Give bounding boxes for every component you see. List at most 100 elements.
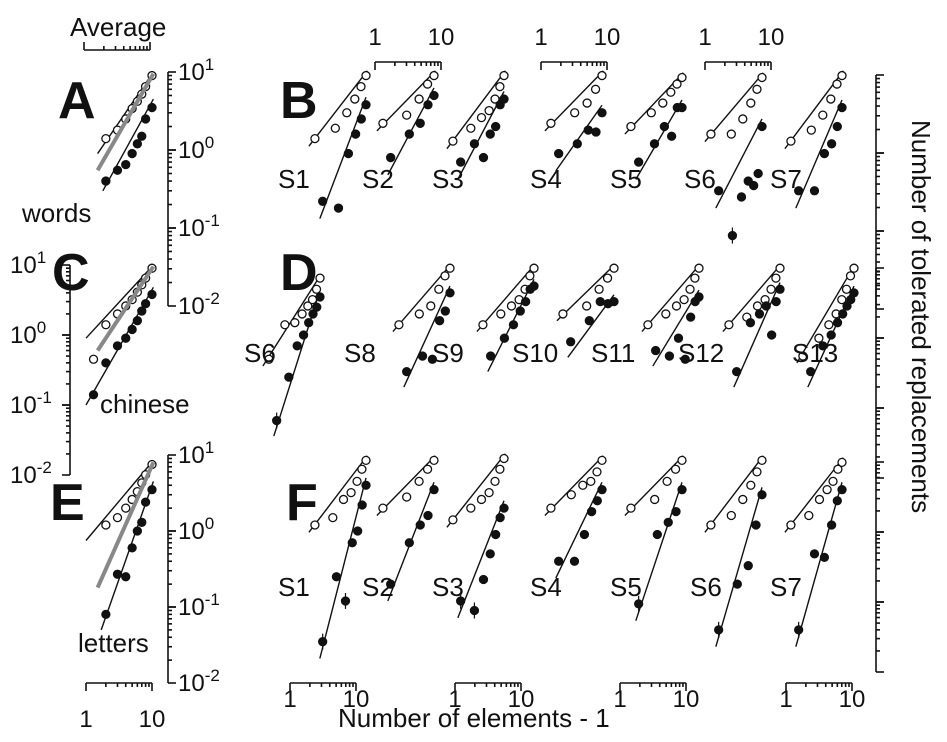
panel-d-S9-open-point-3: [506, 301, 517, 311]
panel-f-S3-filled-point-1: [456, 596, 466, 606]
panel-b-S3-filled-point-1: [456, 157, 466, 167]
panel-b-S3-open-point-2: [466, 123, 476, 133]
panel-f-S3-open-fit: [446, 453, 506, 528]
panel-f-S5-open-point-2: [650, 494, 660, 505]
e-yaxis-label-2: 100: [178, 514, 214, 545]
panel-e-filled-point-3: [121, 572, 131, 582]
panel-b-S7-open-point-1: [786, 136, 796, 146]
panel-c-filled-point-5: [127, 324, 137, 335]
panel-b-S1-open-point-2: [330, 123, 340, 133]
panel-f-S2-open-point-3: [414, 476, 424, 487]
panel-d-S6-filled-point-1: [272, 415, 282, 426]
panel-b-S5-open-point-4: [666, 87, 676, 97]
panel-d-S6-filled-point-2: [284, 372, 294, 382]
axes-layer: 1 10 1 10 1 101 10 1 10 1 10 1 101 1010-210-110010110…: [10, 24, 884, 733]
panel-d-S9-filled-point-3: [508, 320, 519, 330]
panel-f-S3-open-point-2: [466, 503, 476, 513]
row-label-words: words: [21, 198, 91, 228]
panel-d-S6-filled-point-3: [292, 341, 302, 351]
panel-f-S6-open-point-1: [706, 520, 716, 530]
panel-d-S11-filled-point-1: [651, 345, 661, 356]
panel-f-S3-filled-fit: [457, 500, 505, 619]
x-axis-title: Number of elements - 1: [338, 703, 610, 733]
panel-b-subject-label-S2: S2: [362, 164, 394, 194]
panel-f-S7-open-point-6: [833, 464, 843, 474]
panel-f-S4-open-point-1: [546, 503, 556, 513]
panel-d-S13-filled-point-4: [832, 318, 843, 328]
panel-b-subject-label-S6: S6: [684, 164, 716, 194]
panel-f-S7-filled-point-3: [819, 552, 830, 563]
panel-b-S5-filled-fit: [635, 99, 683, 180]
e-yaxis-label-0: 10-2: [178, 666, 220, 697]
panel-d-S12-filled-point-5: [766, 330, 777, 340]
panel-b-S7-filled-point-5: [832, 121, 842, 132]
panel-f-S6-filled-fit: [715, 487, 763, 647]
panel-d-S12-open-point-3: [752, 301, 763, 311]
panel-c-filled-point-3: [112, 341, 123, 351]
row-label-chinese: chinese: [100, 389, 190, 419]
y-axis-title: Number of tolerated replacements: [906, 120, 936, 513]
panel-b-S2-open-point-5: [429, 70, 439, 81]
panel-d-S9-filled-point-7: [529, 281, 539, 291]
panel-f-S1-filled-point-1: [318, 637, 328, 647]
panel-a-filled-point-4: [127, 148, 137, 159]
panel-f-S7-filled-point-6: [837, 485, 847, 495]
panel-b-S2-open-point-2: [402, 110, 412, 120]
panel-d-S11-open-fit: [641, 263, 701, 333]
panel-b-S3-filled-point-5: [490, 121, 501, 132]
panel-b-S4-filled-point-4: [591, 127, 601, 137]
panel-b-S2-filled-point-2: [404, 129, 414, 139]
average-title: Average: [70, 12, 166, 42]
panel-c-fit-gray-fit: [95, 265, 156, 352]
c-yaxis-label-0: 10-2: [10, 458, 52, 489]
panel-d-S8-filled-point-1: [402, 366, 412, 377]
panel-d-subject-label-S8: S8: [344, 338, 376, 368]
b-scale-2-label-10: 10: [594, 24, 621, 51]
panel-b-subject-label-S3: S3: [432, 164, 464, 194]
panel-f-S4-filled-point-4: [586, 506, 597, 517]
panel-a-filled-point-1: [101, 176, 111, 186]
panel-f-S5-filled-point-5: [677, 485, 687, 495]
panel-d-S10-open-point-4: [602, 273, 613, 283]
panel-b-S4-open-point-4: [590, 84, 601, 94]
panel-f-S2-filled-point-1: [386, 579, 396, 589]
panel-f-S5-filled-fit: [635, 482, 683, 621]
panel-f-subject-label-S2: S2: [362, 572, 394, 602]
panel-b-S6-open-point-6: [757, 72, 767, 83]
panel-b-S3-filled-point-7: [499, 94, 509, 104]
panel-f-S6-filled-point-2: [732, 579, 742, 589]
panel-a-filled-point-8: [147, 102, 157, 113]
panel-a-fit-gray-fit: [95, 72, 156, 172]
panel-e-filled-point-5: [132, 526, 143, 536]
f-scale-3-label-1: 1: [613, 686, 626, 713]
panel-e-filled-point-7: [140, 497, 151, 507]
panel-b-S4-open-point-1: [546, 118, 556, 128]
panel-a-filled-point-5: [132, 139, 143, 149]
b-scale-1-label-10: 10: [428, 24, 455, 51]
panel-b-S1-open-point-1: [310, 133, 320, 144]
panel-f-S1-open-point-6: [357, 464, 367, 474]
panel-b-subject-label-S1: S1: [278, 164, 310, 194]
panel-f-S6-open-point-3: [738, 494, 748, 505]
panel-d-S9-filled-point-2: [499, 333, 510, 343]
panel-b-S6-filled-point-1: [714, 186, 724, 196]
panel-f-S1-open-point-1: [310, 520, 320, 530]
panel-b-S7-open-point-3: [818, 110, 828, 120]
f-scale-1-label-1: 1: [283, 686, 296, 713]
panel-d-S11-filled-point-7: [694, 292, 704, 302]
panel-b-S4-filled-point-2: [572, 139, 582, 149]
panel-b-S4-filled-fit: [555, 104, 603, 172]
panel-b-S3-filled-point-2: [469, 139, 480, 149]
panel-d-S11-open-point-5: [685, 284, 695, 294]
panel-d-S11-filled-point-2: [664, 351, 675, 361]
panel-d-S11-filled-point-5: [685, 312, 696, 322]
panel-d-S12-open-point-7: [775, 263, 785, 273]
panel-d-subject-label-S10: S10: [512, 338, 558, 368]
b-scale-3-label-1: 1: [698, 24, 711, 51]
panel-f-S3-filled-point-7: [499, 503, 509, 513]
panel-f-S4-open-point-5: [592, 467, 602, 477]
b-scale-1-label-1: 1: [368, 24, 381, 51]
panel-b-S2-filled-point-3: [415, 118, 425, 128]
panel-d-S6-filled-point-8: [315, 292, 325, 302]
panel-d-S10-filled-point-3: [595, 296, 605, 307]
